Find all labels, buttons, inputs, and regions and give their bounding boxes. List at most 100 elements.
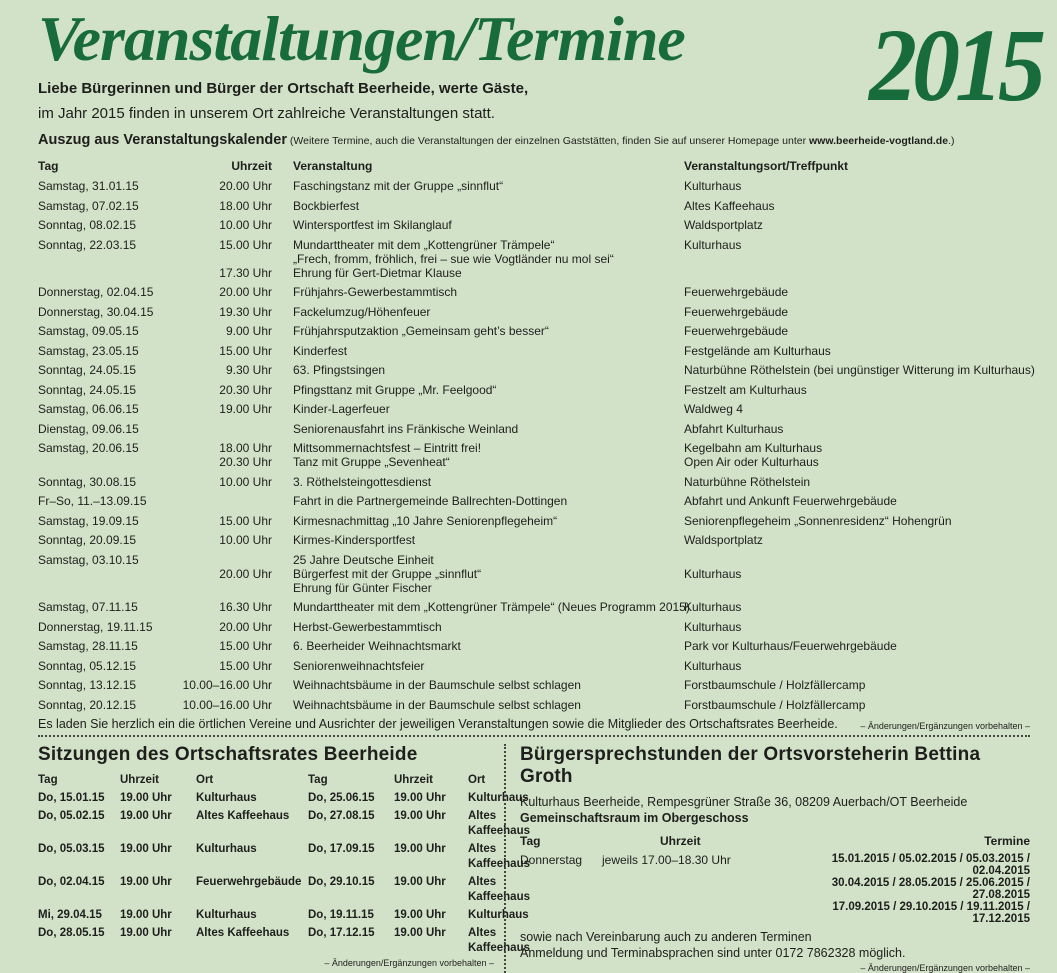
event-row: Donnerstag, 30.04.15 19.30 Uhr Fackelumzug… [38,305,1030,319]
meeting-time: 19.00 Uhr [120,843,172,856]
event-name: Frühjahrsputzaktion „Gemeinsam geht’s be… [293,324,549,339]
event-row: Donnerstag, 02.04.15 20.00 Uhr Frühjahrs-G… [38,285,1030,299]
council-meetings-section: Sitzungen des Ortschaftsrates Beerheide … [38,744,530,973]
event-tag: Sonntag, 30.08.15 [38,474,137,489]
excerpt-note: (Weitere Termine, auch die Veranstaltung… [287,135,810,148]
event-tag: Fr–So, 11.–13.09.15 [38,494,147,509]
event-tag: Samstag, 09.05.15 [38,324,139,339]
event-location: Waldsportplatz [684,533,763,548]
events-table-header: Tag Uhrzeit Veranstaltung Veranstaltungs… [38,159,1030,173]
meeting-time: 19.00 Uhr [394,810,446,823]
event-time [178,422,272,436]
event-location: Waldsportplatz [684,218,763,233]
event-tag: Samstag, 03.10.15 [38,552,139,567]
event-time: 10.00–16.00 Uhr [182,678,272,693]
meeting-tag: Do, 17.12.15 [308,927,375,940]
event-name: Frühjahrs-Gewerbestammtisch [293,285,458,300]
consultation-dates: 15.01.2015 / 05.02.2015 / 05.03.2015 / 0… [802,853,1030,925]
event-location: Festgelände am Kulturhaus [684,343,831,358]
meeting-location: Kulturhaus [468,792,529,805]
event-location: Kulturhaus [684,600,742,615]
event-name: Kirmes-Kindersportfest [293,533,416,548]
event-name: Kirmesnachmittag „10 Jahre Seniorenpfleg… [293,513,558,528]
cons-header-tag: Tag [520,834,541,849]
event-name: Herbst-Gewerbestammtisch [293,619,442,634]
changes-note-council: – Änderungen/Ergänzungen vorbehalten – [324,958,494,969]
meeting-location: Kulturhaus [196,843,257,856]
event-tag: Samstag, 07.02.15 [38,198,139,213]
event-name: Kinder-Lagerfeuer [293,402,390,417]
event-name: Mundarttheater mit dem „Kottengrüner Trä… [293,600,690,615]
meeting-time: 19.00 Uhr [394,792,446,805]
meeting-tag: Do, 28.05.15 [38,927,105,940]
event-row: Donnerstag, 19.11.15 20.00 Uhr Herbst-Gewe… [38,620,1030,634]
event-row: Sonntag, 24.05.15 9.30 Uhr 63. Pfingstsing… [38,363,1035,378]
event-tag: Samstag, 31.01.15 [38,179,139,194]
meeting-time: 19.00 Uhr [394,927,446,940]
event-time: 9.30 Uhr [225,363,272,378]
event-location: Kulturhaus [684,619,742,634]
event-name: Seniorenweihnachtsfeier [293,658,425,673]
event-name: Weihnachtsbäume in der Baumschule selbst… [293,678,581,693]
event-tag: Sonntag, 20.12.15 [38,697,137,712]
event-time: 10.00 Uhr [219,218,272,233]
greeting-line-2: im Jahr 2015 finden in unserem Ort zahlr… [38,105,495,123]
meeting-time: 19.00 Uhr [120,927,172,940]
invitation-row: Es laden Sie herzlich ein die örtlichen … [38,717,1030,731]
event-location: Feuerwehrgebäude [684,304,789,319]
event-time: 20.00 Uhr [219,285,272,300]
event-time: 15.00 Uhr [219,639,272,654]
consultation-dates-line: 17.09.2015 / 29.10.2015 / 19.11.2015 / 1… [832,901,1030,926]
event-row: Sonntag, 30.08.15 10.00 Uhr 3. Röthelstein… [38,475,1030,489]
horizontal-divider [38,735,1030,738]
meeting-time: 19.00 Uhr [394,876,446,889]
excerpt-note-suffix: .) [948,135,955,148]
cons-header-uhrzeit: Uhrzeit [660,834,701,849]
meeting-location: Feuerwehrgebäude [196,876,302,889]
event-tag: Samstag, 20.06.15 [38,441,139,456]
event-tag: Donnerstag, 19.11.15 [38,619,153,634]
header-veranstaltungsort: Veranstaltungsort/Treffpunkt [684,159,849,174]
event-tag: Samstag, 28.11.15 [38,639,138,654]
meeting-time: 19.00 Uhr [120,876,172,889]
year-label: 2015 [869,7,1046,123]
event-name: Fackelumzug/Höhenfeuer [293,304,431,319]
event-time: 16.30 Uhr [219,600,272,615]
event-time: 10.00–16.00 Uhr [182,697,272,712]
event-location: Kulturhaus [684,566,742,581]
event-tag: Sonntag, 24.05.15 [38,363,137,378]
event-location: Feuerwehrgebäude [684,324,789,339]
consultation-row: Donnerstag jeweils 17.00–18.30 Uhr 15.01… [520,853,1030,925]
consultation-address: Kulturhaus Beerheide, Rempesgrüner Straß… [520,795,968,810]
event-time: 10.00 Uhr [219,533,272,548]
event-tag: Samstag, 23.05.15 [38,343,139,358]
meeting-location: Kulturhaus [196,909,257,922]
event-location: Kulturhaus [684,658,742,673]
event-row: Samstag, 07.11.15 16.30 Uhr Mundarttheater… [38,600,1030,614]
event-time: 15.00 Uhr [219,343,272,358]
event-time: 15.00 Uhr 17.30 Uhr [219,237,272,280]
event-name: 25 Jahre Deutsche Einheit Bürgerfest mit… [293,552,482,595]
cm-header-uhrzeit-right: Uhrzeit [394,774,433,787]
event-name: Wintersportfest im Skilanglauf [293,218,452,233]
council-meetings-table: Tag Uhrzeit Ort Tag Uhrzeit Ort Do, 15.0… [38,773,530,956]
calendar-excerpt-heading: Auszug aus Veranstaltungskalender (Weite… [38,132,1030,148]
event-tag: Dienstag, 09.06.15 [38,421,139,436]
event-location: Waldweg 4 [684,402,743,417]
event-location: Naturbühne Röthelstein (bei ungünstiger … [684,363,1035,378]
event-time: 19.30 Uhr [219,304,272,319]
event-row: Samstag, 03.10.15 20.00 Uhr 25 Jahre Deut… [38,553,1030,595]
council-meetings-title: Sitzungen des Ortschaftsrates Beerheide [38,744,418,766]
event-time: 15.00 Uhr [219,513,272,528]
meeting-tag: Do, 15.01.15 [38,792,105,805]
event-row: Samstag, 09.05.15 9.00 Uhr Frühjahrsputzak… [38,324,1030,338]
event-row: Fr–So, 11.–13.09.15 Fahrt in die Partnerg… [38,494,1030,508]
event-location: Forstbaumschule / Holzfällercamp [684,697,866,712]
event-row: Samstag, 20.06.15 18.00 Uhr 20.30 Uhr Mitt… [38,441,1030,469]
event-name: 3. Röthelsteingottesdienst [293,474,432,489]
event-location: Feuerwehrgebäude [684,285,789,300]
event-name: Weihnachtsbäume in der Baumschule selbst… [293,697,581,712]
event-name: Mittsommernachtsfest – Eintritt frei! Ta… [293,441,482,470]
event-row: Samstag, 07.02.15 18.00 Uhr Bockbierfest Al… [38,199,1030,213]
event-location: Kulturhaus [684,237,742,252]
